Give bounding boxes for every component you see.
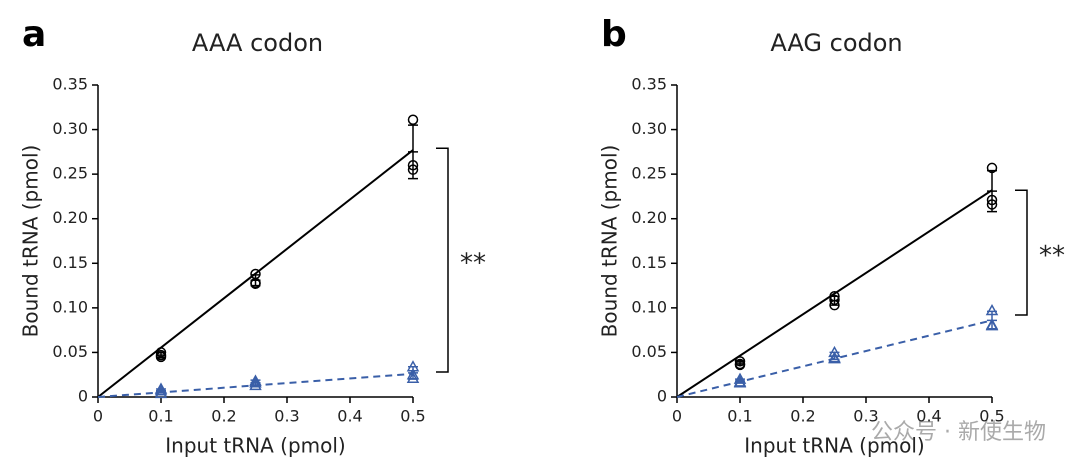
y-tick-label: 0.20 xyxy=(631,208,667,227)
chart-title: AAA codon xyxy=(192,29,323,57)
data-point xyxy=(829,294,840,306)
data-point xyxy=(249,376,262,388)
significance-bracket xyxy=(436,147,449,373)
error-bar xyxy=(408,124,418,180)
y-tick-label: 0.15 xyxy=(631,253,667,272)
y-tick-label: 0 xyxy=(78,387,88,406)
data-point xyxy=(407,159,419,171)
x-tick-label: 0.2 xyxy=(211,407,236,426)
significance-bracket xyxy=(1015,189,1028,316)
x-tick-label: 0.2 xyxy=(790,407,815,426)
fit-line xyxy=(676,189,993,398)
fit-line xyxy=(97,149,414,398)
y-tick-label: 0.25 xyxy=(631,164,667,183)
significance-label: ** xyxy=(1039,241,1065,271)
chart-title: AAG codon xyxy=(770,29,902,57)
data-point xyxy=(250,278,261,290)
x-tick-label: 0 xyxy=(672,407,682,426)
y-tick-label: 0.25 xyxy=(52,164,88,183)
significance-label: ** xyxy=(460,249,486,279)
data-point xyxy=(733,372,747,384)
error-bar xyxy=(156,351,166,359)
x-tick-label: 0.4 xyxy=(337,407,362,426)
data-point xyxy=(734,359,746,371)
panel-label: a xyxy=(22,14,46,55)
data-point xyxy=(828,345,841,358)
y-axis-label: Bound tRNA (pmol) xyxy=(19,145,43,338)
x-tick-label: 0 xyxy=(93,407,103,426)
data-point xyxy=(829,299,840,311)
data-point xyxy=(985,319,999,331)
data-point xyxy=(249,374,262,386)
x-axis-label: Input tRNA (pmol) xyxy=(165,434,345,458)
data-point xyxy=(986,199,998,210)
watermark: 公众号 · 新使生物 xyxy=(871,420,1046,445)
y-tick-label: 0 xyxy=(657,387,667,406)
data-point xyxy=(986,162,998,174)
y-tick-label: 0.10 xyxy=(631,297,667,316)
data-point xyxy=(986,194,998,206)
y-tick-label: 0.15 xyxy=(52,253,88,272)
y-tick-label: 0.30 xyxy=(52,119,88,138)
data-point xyxy=(407,114,419,126)
data-point xyxy=(154,386,168,399)
x-axis-label: Input tRNA (pmol) xyxy=(744,434,924,458)
data-point xyxy=(249,378,262,391)
data-point xyxy=(407,164,419,175)
data-point xyxy=(733,376,747,388)
y-tick-label: 0.05 xyxy=(52,342,88,361)
y-tick-label: 0.10 xyxy=(52,297,88,316)
error-bar xyxy=(987,169,997,213)
x-tick-label: 0.5 xyxy=(979,407,1004,426)
x-tick-label: 0.1 xyxy=(148,407,173,426)
y-tick-label: 0.35 xyxy=(52,75,88,94)
data-point xyxy=(154,384,168,396)
data-point xyxy=(985,303,999,316)
data-point xyxy=(155,351,167,363)
y-tick-label: 0.35 xyxy=(631,75,667,94)
y-tick-label: 0.05 xyxy=(631,342,667,361)
x-tick-label: 0.3 xyxy=(274,407,299,426)
y-tick-label: 0.20 xyxy=(52,208,88,227)
x-tick-label: 0.5 xyxy=(400,407,425,426)
y-tick-label: 0.30 xyxy=(631,119,667,138)
data-point xyxy=(406,368,420,380)
x-tick-label: 0.3 xyxy=(853,407,878,426)
error-bar xyxy=(735,360,745,366)
data-point xyxy=(406,371,420,384)
data-point xyxy=(828,352,841,364)
x-tick-label: 0.4 xyxy=(916,407,941,426)
x-tick-label: 0.1 xyxy=(727,407,752,426)
y-axis-label: Bound tRNA (pmol) xyxy=(598,145,622,338)
error-bar xyxy=(250,274,261,287)
data-point xyxy=(154,382,168,394)
panel-label: b xyxy=(601,14,627,55)
